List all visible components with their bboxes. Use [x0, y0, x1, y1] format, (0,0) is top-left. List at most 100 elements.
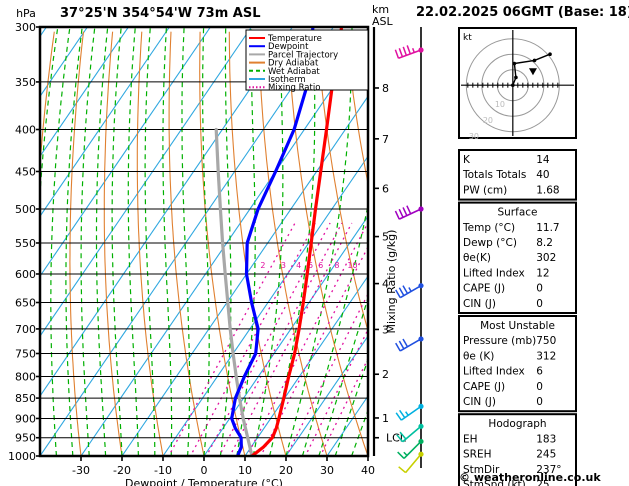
surface-indices-table-row-value: 12 [536, 267, 549, 279]
hodograph-indices-table-row-label: EH [463, 433, 478, 445]
temperature-tick-label: -20 [113, 464, 131, 477]
most-unstable-table-title: Most Unstable [480, 320, 555, 332]
isotherm-line [285, 335, 368, 456]
altitude-tick-label: 8 [382, 82, 389, 95]
isotherm-line [80, 35, 368, 456]
dewpoint-curve [230, 27, 315, 456]
parcel-trajectory-curve [214, 127, 254, 456]
altitude-unit-label-1: km [372, 3, 389, 16]
surface-indices-table-box [458, 201, 577, 315]
hodograph-indices-table-box [458, 413, 577, 486]
wind-barb-full [395, 412, 402, 421]
most-unstable-table-row-value: 0 [536, 396, 543, 408]
altitude-tick-label: 1 [382, 412, 389, 425]
temperature-tick-label: -10 [154, 464, 172, 477]
pressure-tick-label: 900 [15, 412, 36, 425]
general-indices-table-row-value: 40 [536, 169, 549, 181]
hodograph-point [532, 58, 537, 63]
dry-adiabat-line [316, 31, 368, 334]
wind-barb [395, 336, 424, 352]
mixing-ratio-line [319, 357, 368, 456]
wind-barb-full [406, 45, 411, 55]
isotherm-line [244, 275, 368, 456]
hodograph-indices-table-row-value: 245 [536, 449, 556, 461]
isotherm-line [162, 155, 368, 456]
mixing-ratio-line [304, 328, 368, 456]
pressure-tick-label: 800 [15, 370, 36, 383]
mixing-ratio-label: 3 [281, 261, 286, 270]
most-unstable-table-row-label: Pressure (mb) [463, 335, 536, 347]
legend-label: Dewpoint [268, 42, 309, 52]
surface-indices-table-row-label: θe(K) [463, 252, 491, 264]
hodograph-ring-label: 30 [469, 132, 479, 141]
hodograph-plot [461, 30, 574, 136]
mixing-ratio-label: 4 [296, 261, 301, 270]
legend-label: Temperature [267, 34, 322, 44]
wind-barb-full [402, 285, 409, 294]
hodograph-point [514, 75, 518, 80]
wind-barb-full [402, 207, 408, 216]
wind-barb-full [394, 210, 400, 220]
most-unstable-table-row-label: Lifted Index [463, 366, 525, 378]
pressure-tick-label: 650 [15, 297, 36, 310]
wind-barb [395, 403, 424, 421]
most-unstable-table-row-value: 0 [536, 381, 543, 393]
isotherm-line [203, 215, 368, 456]
hodograph-unit-label: kt [463, 33, 472, 43]
most-unstable-table-row-label: θe (K) [463, 350, 494, 362]
legend-label: Isotherm [268, 75, 306, 85]
wind-barb-full [395, 342, 401, 352]
hodograph-indices-table-row-value: 183 [536, 433, 556, 445]
wind-barb-full [398, 466, 407, 474]
wind-barb [394, 45, 424, 59]
wind-barb-full [398, 208, 404, 218]
pressure-unit-label: hPa [16, 7, 36, 20]
surface-indices-table-row-label: Lifted Index [463, 267, 525, 279]
altitude-tick-label: 4 [382, 278, 389, 291]
wind-barb [394, 205, 424, 220]
dry-adiabat-line [168, 31, 205, 456]
dry-adiabat-line [40, 31, 55, 456]
wind-barb-full [398, 287, 405, 296]
wind-barb-full [399, 431, 407, 440]
wind-barb [397, 438, 424, 459]
wind-barb-staff [404, 453, 422, 474]
isotherm-line [40, 27, 293, 398]
dry-adiabat-line [345, 31, 368, 187]
surface-indices-table-title: Surface [497, 207, 537, 219]
mixing-ratio-label: 5 [308, 261, 313, 270]
hodograph-indices-table-row-label: SREH [463, 449, 492, 461]
wind-barb-full [399, 409, 406, 419]
lcl-label: LCL [386, 432, 407, 445]
altitude-unit-label-2: ASL [372, 15, 394, 28]
temperature-tick-label: 10 [238, 464, 252, 477]
temperature-tick-label: 30 [320, 464, 334, 477]
most-unstable-table-row-label: CIN (J) [463, 396, 496, 408]
dry-adiabat-line [69, 31, 85, 456]
surface-indices-table-row-label: CIN (J) [463, 298, 496, 310]
pressure-tick-label: 950 [15, 432, 36, 445]
legend-label: Parcel Trajectory [268, 50, 338, 60]
surface-indices-table-row-value: 11.7 [536, 222, 559, 234]
dry-adiabat-line [199, 31, 246, 456]
altitude-tick-label: 7 [382, 133, 389, 146]
dry-adiabat-line [257, 31, 328, 456]
mixing-ratio-axis-title: Mixing Ratio (g/kg) [385, 230, 398, 334]
wind-barb-half [403, 451, 408, 456]
hodograph-ring-label: 10 [495, 100, 505, 109]
legend-label: Dry Adiabat [268, 59, 319, 69]
wind-barb-staff [400, 405, 422, 421]
temperature-tick-label: -30 [72, 464, 90, 477]
hodograph-indices-table-row-value: 25 [536, 479, 549, 486]
altitude-tick-label: 2 [382, 368, 389, 381]
wind-barb-full [406, 205, 412, 215]
pressure-tick-label: 850 [15, 392, 36, 405]
wind-barb-full [398, 48, 404, 58]
isotherm-line [40, 27, 170, 218]
hodograph-indices-table-row-value: 237° [536, 464, 561, 476]
wind-barb-full [396, 434, 404, 443]
temperature-curve [250, 27, 344, 456]
isotherm-line [40, 27, 129, 158]
